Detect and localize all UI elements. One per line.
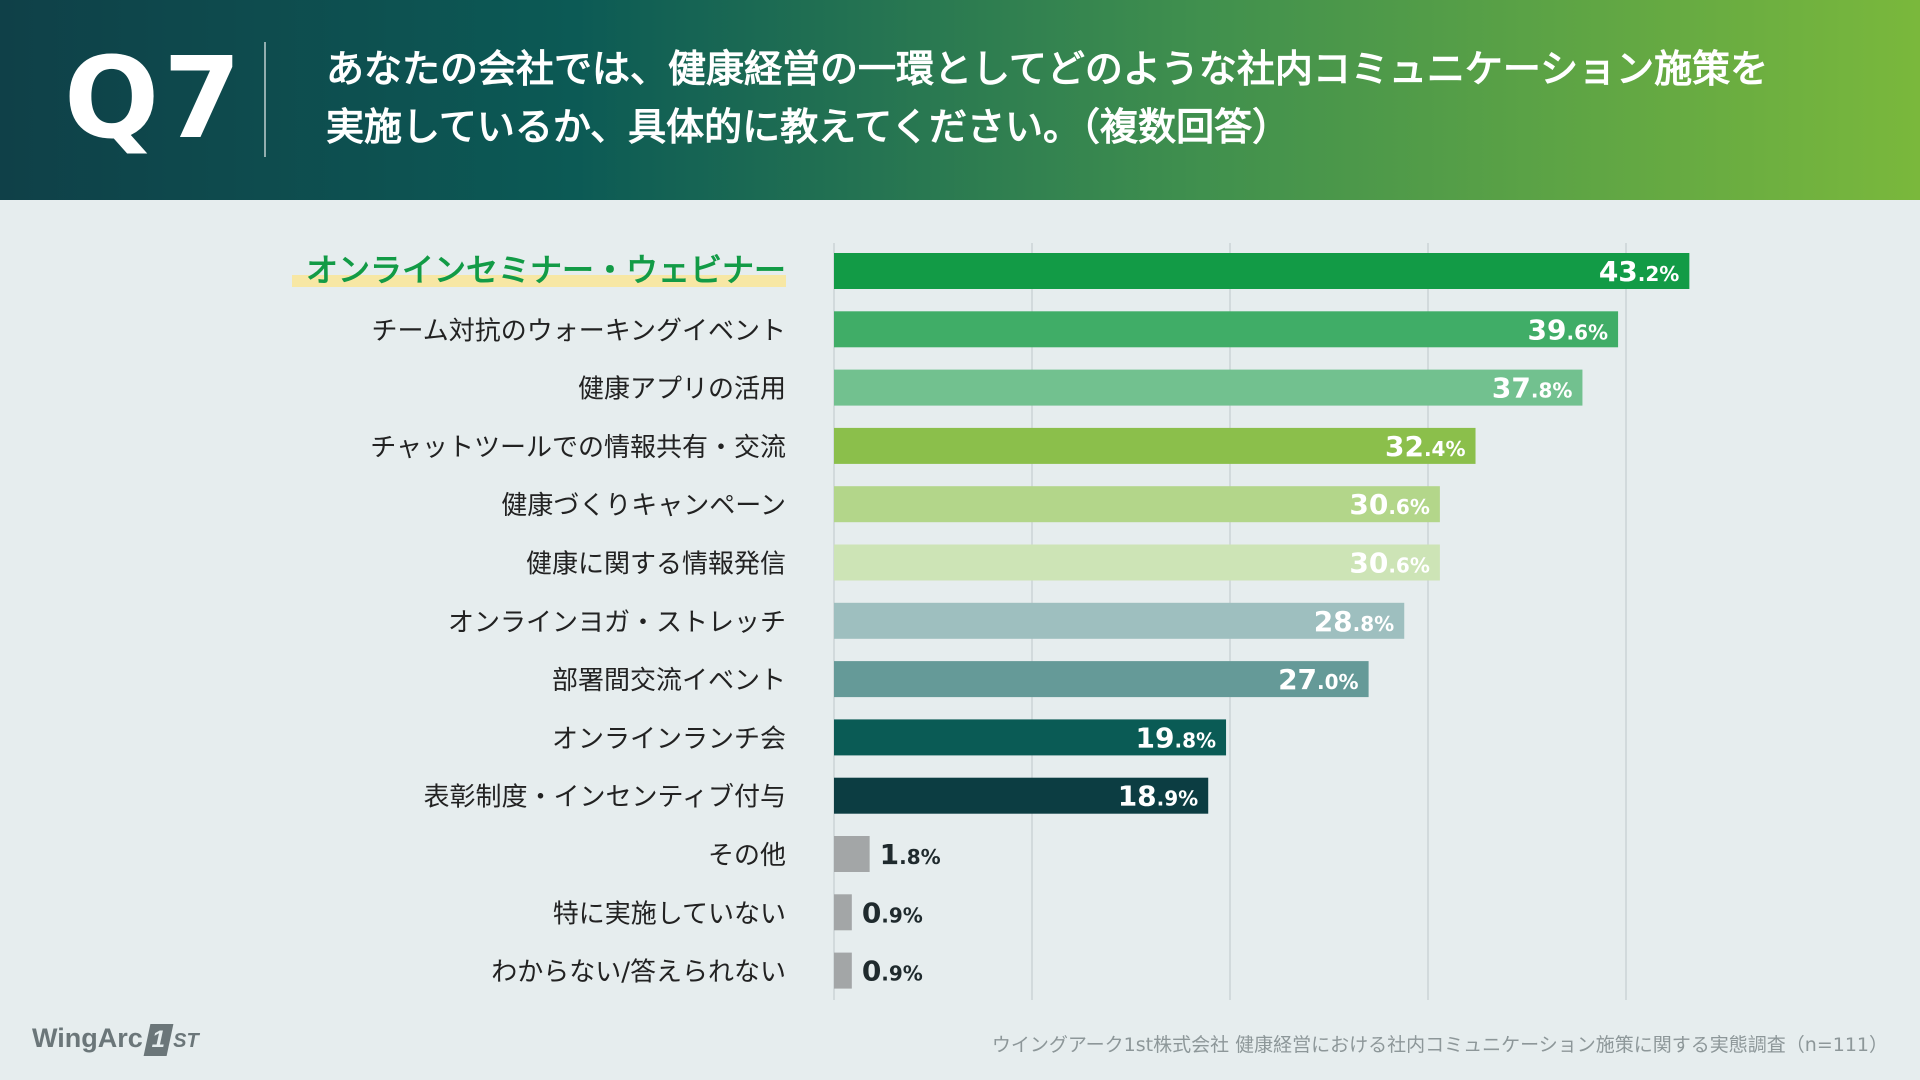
- value-label-decimal: .9%: [881, 962, 923, 986]
- value-label: 27.0%: [1278, 663, 1359, 696]
- value-label: 0.9%: [862, 896, 923, 929]
- value-label-decimal: .8%: [1353, 612, 1395, 636]
- value-label-integer: 0: [862, 896, 881, 929]
- bar: [834, 661, 1369, 698]
- value-label-decimal: .9%: [1157, 787, 1199, 811]
- logo-mark: 1: [143, 1023, 174, 1056]
- value-label-decimal: .0%: [1317, 670, 1359, 694]
- category-label: オンラインヨガ・ストレッチ: [448, 608, 786, 638]
- bar: [834, 836, 870, 872]
- question-number: Q7: [64, 34, 246, 164]
- value-label: 30.6%: [1349, 488, 1430, 521]
- value-label-decimal: .6%: [1567, 320, 1609, 344]
- bar: [834, 311, 1619, 348]
- bar: [834, 544, 1440, 581]
- logo-wordmark: WingArc: [32, 1023, 143, 1053]
- bar: [834, 602, 1405, 639]
- value-label-decimal: .8%: [1531, 379, 1573, 403]
- bar: [834, 894, 852, 931]
- value-label: 19.8%: [1136, 721, 1217, 754]
- value-label-integer: 1: [880, 838, 899, 871]
- value-label-integer: 19: [1136, 721, 1175, 754]
- value-label: 37.8%: [1492, 372, 1573, 405]
- header-divider: [264, 42, 266, 157]
- value-label: 1.8%: [880, 838, 941, 871]
- category-label: その他: [708, 841, 786, 871]
- company-logo: WingArc 1 ST: [32, 1018, 199, 1058]
- value-label-decimal: .8%: [1174, 728, 1216, 752]
- value-label-decimal: .6%: [1388, 495, 1430, 519]
- value-label-decimal: .2%: [1638, 262, 1680, 286]
- value-label: 18.9%: [1118, 780, 1199, 813]
- bar: [834, 427, 1476, 464]
- question-line-1: あなたの会社では、健康経営の一環としてどのような社内コミュニケーション施策を: [326, 47, 1769, 91]
- bar: [834, 719, 1227, 756]
- value-label: 0.9%: [862, 955, 923, 988]
- value-label-integer: 30: [1349, 547, 1388, 580]
- category-label: チャットツールでの情報共有・交流: [370, 433, 786, 463]
- value-label-integer: 18: [1118, 780, 1157, 813]
- value-label: 32.4%: [1385, 430, 1466, 463]
- category-label: 表彰制度・インセンティブ付与: [424, 783, 786, 813]
- header-banner: Q7 あなたの会社では、健康経営の一環としてどのような社内コミュニケーション施策…: [0, 0, 1920, 200]
- value-label-integer: 0: [862, 955, 881, 988]
- value-label: 43.2%: [1599, 255, 1680, 288]
- bar: [834, 952, 852, 989]
- value-label-integer: 39: [1528, 313, 1567, 346]
- highlight-band: [292, 275, 786, 287]
- question-text: あなたの会社では、健康経営の一環としてどのような社内コミュニケーション施策を 実…: [326, 40, 1866, 156]
- category-label: 特に実施していない: [553, 899, 786, 929]
- value-label-decimal: .6%: [1388, 554, 1430, 578]
- value-label-integer: 27: [1278, 663, 1317, 696]
- value-label-integer: 32: [1385, 430, 1424, 463]
- category-label: オンラインセミナー・ウェビナー: [306, 251, 786, 289]
- value-label: 30.6%: [1349, 547, 1430, 580]
- logo-suffix: ST: [173, 1030, 199, 1052]
- value-label-decimal: .8%: [899, 845, 941, 869]
- question-line-2: 実施しているか、具体的に教えてください。（複数回答）: [326, 105, 1291, 149]
- value-label-integer: 30: [1349, 488, 1388, 521]
- category-label: チーム対抗のウォーキングイベント: [372, 316, 786, 346]
- value-label-integer: 28: [1314, 605, 1353, 638]
- value-label-integer: 37: [1492, 372, 1531, 405]
- category-label: 健康づくりキャンペーン: [501, 491, 786, 521]
- source-note: ウイングアーク1st株式会社 健康経営における社内コミュニケーション施策に関する…: [991, 1034, 1888, 1056]
- value-label: 39.6%: [1528, 313, 1609, 346]
- bar: [834, 253, 1690, 289]
- category-label: わからない/答えられない: [491, 958, 786, 988]
- bar: [834, 369, 1583, 406]
- category-label: 健康アプリの活用: [578, 375, 786, 405]
- value-label: 28.8%: [1314, 605, 1395, 638]
- bar: [834, 486, 1440, 523]
- category-label: 健康に関する情報発信: [526, 550, 786, 580]
- value-label-integer: 43: [1599, 255, 1638, 288]
- value-label-decimal: .4%: [1424, 437, 1466, 461]
- bar: [834, 777, 1209, 814]
- value-label-decimal: .9%: [881, 903, 923, 927]
- category-label: 部署間交流イベント: [552, 666, 786, 696]
- category-label: オンラインランチ会: [552, 724, 786, 754]
